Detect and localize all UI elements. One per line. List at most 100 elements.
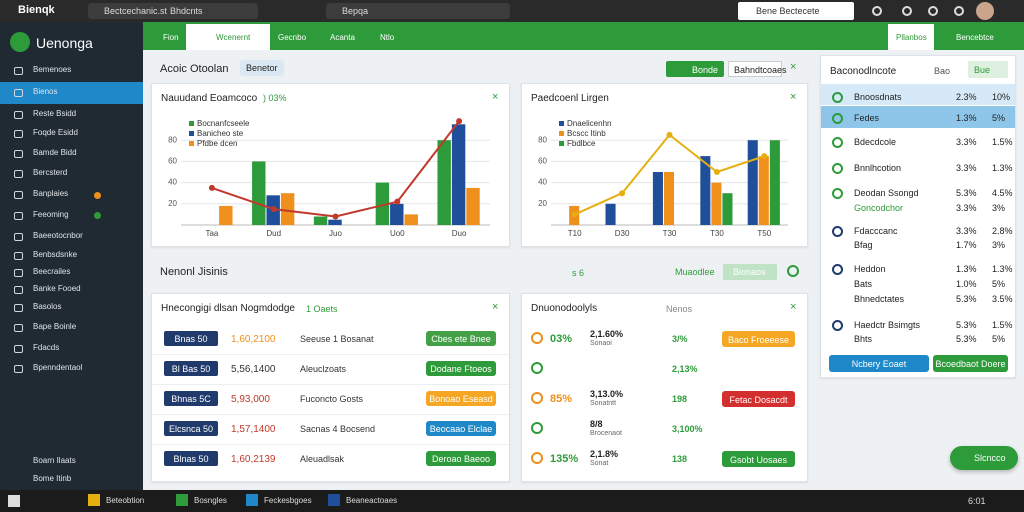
menu-item[interactable]: Benbsdsnke <box>33 250 78 259</box>
close[interactable]: × <box>492 91 499 103</box>
toolbar-icon[interactable] <box>954 6 964 16</box>
bar <box>652 172 663 225</box>
panel-b: 3% <box>992 240 1006 250</box>
close[interactable]: × <box>790 301 797 313</box>
x-tick-label: Dud <box>266 229 281 238</box>
x-tick-label: Uo0 <box>390 229 405 238</box>
menu-item[interactable]: Feeoming <box>33 210 69 219</box>
panel-name: Heddon <box>854 264 886 274</box>
action-button[interactable]: Deroao Baeoo <box>426 451 496 466</box>
panel-b: 1.3% <box>992 163 1013 173</box>
menu-icon <box>14 304 23 312</box>
bar <box>700 156 711 225</box>
chip[interactable]: Benetor <box>240 60 284 76</box>
nav-tab[interactable]: Wcenernt <box>216 33 251 42</box>
panel-button[interactable]: Bue <box>968 61 1008 78</box>
button[interactable]: Bonde <box>666 61 724 77</box>
bar <box>252 161 266 225</box>
start[interactable] <box>8 495 20 507</box>
panel-a: 2.3% <box>956 92 977 102</box>
action-button[interactable]: Bonoao Eseasd <box>426 391 496 406</box>
menu-item[interactable]: Bamde Bidd <box>33 148 77 157</box>
green-value: 2,13% <box>672 364 698 374</box>
menu-item[interactable]: Bienos <box>33 87 58 96</box>
nav-right-bg <box>888 24 934 50</box>
section-button[interactable]: Muaodlee <box>675 267 715 277</box>
badge[interactable]: Bnas 50 <box>164 331 218 346</box>
nav-right[interactable]: Pllanbos <box>896 33 927 42</box>
menu-item[interactable]: Bercsterd <box>33 168 68 177</box>
nav-tab[interactable]: Gecnbo <box>278 33 307 42</box>
status-dot <box>94 192 101 199</box>
sidebar-footer-item[interactable]: Bome Itinb <box>33 474 72 483</box>
toolbar-icon[interactable] <box>872 6 882 16</box>
menu-icon <box>14 286 23 294</box>
toolbar-icon[interactable] <box>928 6 938 16</box>
avatar[interactable] <box>976 2 994 20</box>
value-sub: Sonat <box>590 460 609 467</box>
toolbar-icon[interactable] <box>902 6 912 16</box>
close[interactable]: × <box>790 91 797 103</box>
row-icon <box>832 92 843 103</box>
menu-item[interactable]: Bpenndentaol <box>33 363 83 372</box>
task-app[interactable]: Bosngles <box>194 496 227 505</box>
action-button[interactable]: Baco Froeeese <box>722 331 795 347</box>
badge[interactable]: Blnas 50 <box>164 451 218 466</box>
action-button[interactable]: Beocaao Elclae <box>426 421 496 436</box>
action-button[interactable]: Cbes ete Bnee <box>426 331 496 346</box>
menu-item[interactable]: Fdacds <box>33 343 60 352</box>
panel-button[interactable]: Ncbery Eoaet <box>829 355 929 372</box>
nav-tab[interactable]: Fion <box>163 33 179 42</box>
badge[interactable]: Bl Bas 50 <box>164 361 218 376</box>
task-app[interactable]: Beteobtion <box>106 496 145 505</box>
close[interactable]: × <box>790 61 797 73</box>
menu-item[interactable]: Banke Fooed <box>33 284 81 293</box>
badge[interactable]: Elcsnca 50 <box>164 421 218 436</box>
panel-chip[interactable]: Bao <box>934 66 951 76</box>
nav-right[interactable]: Bencebtce <box>956 33 994 42</box>
task-app[interactable]: Beaneactoaes <box>346 496 398 505</box>
legend-swatch <box>559 121 564 126</box>
menu-item[interactable]: Baeeotocnbor <box>33 231 83 240</box>
y-tick-label: 40 <box>538 178 547 187</box>
legend-swatch <box>189 131 194 136</box>
table-card <box>151 293 510 482</box>
menu-item[interactable]: Basolos <box>33 302 62 311</box>
nav-tab[interactable]: Ntlo <box>380 33 395 42</box>
panel-name: Bats <box>854 279 873 289</box>
close[interactable]: × <box>492 301 499 313</box>
chart: 20 40 60 80 T10 D30 T30 T30 T50 DnaelicenhnBcscc … <box>538 119 788 238</box>
fab[interactable]: Slcncco <box>950 446 1018 470</box>
refresh[interactable] <box>787 265 799 277</box>
bar <box>328 219 342 225</box>
sidebar-footer-item[interactable]: Boarn Ilaats <box>33 456 76 465</box>
tab[interactable]: Bectcechanic.st <box>88 3 258 19</box>
section-button[interactable]: Bionaos <box>723 264 777 280</box>
badge[interactable]: Bhnas 5C <box>164 391 218 406</box>
menu-item[interactable]: Bape Boinle <box>33 322 77 331</box>
task-icon <box>176 494 188 506</box>
action-button[interactable]: Dodane Ftoeos <box>426 361 496 376</box>
x-tick-label: T10 <box>568 229 582 238</box>
x-tick-label: Taa <box>205 229 218 238</box>
logo <box>10 32 30 52</box>
panel-button[interactable]: Bcoedbaot Doere <box>933 355 1008 372</box>
action-button[interactable]: Fetac Dosacdt <box>722 391 795 407</box>
task-app[interactable]: Feckesbgoes <box>264 496 312 505</box>
link[interactable]: Bahndtcoaes <box>728 61 787 77</box>
menu-item[interactable]: Beecrailes <box>33 267 71 276</box>
search[interactable]: Bepqa <box>326 3 510 19</box>
menu-item[interactable]: Banplaies <box>33 189 69 198</box>
task-icon <box>88 494 100 506</box>
menu-item[interactable]: Reste Bsidd <box>33 109 77 118</box>
account-box[interactable]: Bene Bectecete <box>738 2 854 20</box>
bar <box>437 140 451 225</box>
table-card <box>521 293 808 482</box>
menu-item[interactable]: Bemenoes <box>33 65 72 74</box>
menu-item[interactable]: Foqde Esidd <box>33 128 78 137</box>
nav-tab[interactable]: Acanta <box>330 33 355 42</box>
tab-2[interactable]: Bhdcnts <box>170 6 203 16</box>
pager[interactable]: s 6 <box>572 268 585 278</box>
action-button[interactable]: Gsobt Uosaes <box>722 451 795 467</box>
bar <box>711 182 722 225</box>
